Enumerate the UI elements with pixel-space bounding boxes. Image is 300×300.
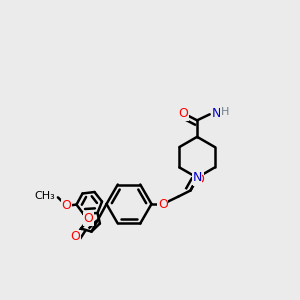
Text: O: O: [158, 197, 168, 211]
Text: NH: NH: [212, 107, 231, 120]
Text: O: O: [71, 230, 80, 244]
Text: O: O: [178, 107, 188, 120]
Text: O: O: [84, 212, 93, 226]
Text: N: N: [192, 171, 202, 184]
Text: H: H: [221, 106, 229, 117]
Text: O: O: [62, 199, 71, 212]
Text: CH₃: CH₃: [35, 191, 56, 201]
Text: O: O: [194, 172, 204, 186]
